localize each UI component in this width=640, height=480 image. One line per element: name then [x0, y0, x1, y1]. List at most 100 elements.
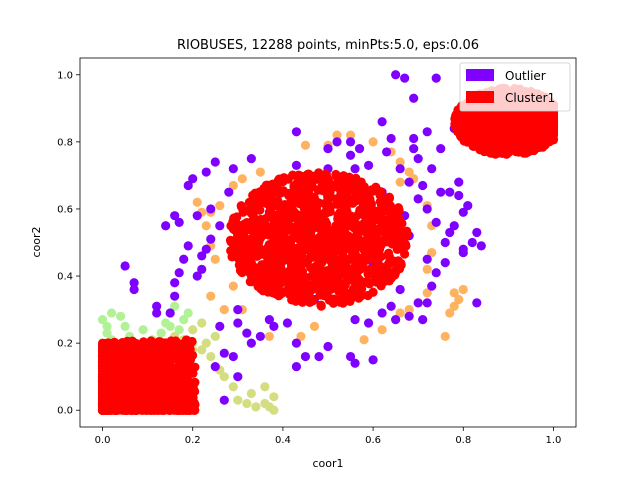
- cluster1-point: [315, 217, 325, 227]
- cluster1-point: [359, 197, 369, 207]
- cluster1-point: [331, 169, 341, 180]
- outlier-point: [377, 117, 387, 127]
- cluster1-point: [324, 276, 335, 286]
- points-layer: [97, 70, 559, 415]
- cluster1-point: [119, 348, 129, 358]
- cluster1-point: [265, 260, 275, 271]
- cluster1-point: [507, 120, 517, 131]
- cluster-point: [269, 405, 279, 415]
- cluster-point: [179, 315, 189, 325]
- cluster1-point: [494, 130, 505, 141]
- cluster1-point: [313, 267, 323, 277]
- outlier-point: [170, 211, 180, 221]
- cluster-point: [309, 321, 320, 331]
- cluster1-point: [369, 250, 379, 261]
- cluster-point: [201, 338, 211, 348]
- cluster-point: [427, 247, 437, 258]
- outlier-point: [201, 167, 211, 177]
- cluster1-point: [159, 359, 169, 369]
- cluster1-point: [401, 240, 411, 250]
- cluster-point: [106, 308, 117, 318]
- cluster1-point: [369, 265, 380, 275]
- cluster1-point: [106, 339, 116, 349]
- cluster1-point: [283, 174, 293, 184]
- cluster1-point: [259, 195, 269, 205]
- cluster1-point: [263, 222, 273, 232]
- x-tick-label: 0.0: [95, 435, 111, 446]
- cluster1-point: [547, 129, 557, 139]
- cluster-point: [183, 308, 193, 318]
- outlier-point: [129, 284, 139, 295]
- cluster1-point: [386, 273, 397, 283]
- y-tick-label: 0.2: [57, 339, 73, 350]
- cluster-point: [255, 167, 265, 177]
- outlier-point: [431, 268, 441, 278]
- cluster-point: [197, 345, 207, 355]
- cluster-point: [228, 180, 238, 191]
- cluster1-point: [377, 270, 387, 280]
- cluster1-point: [335, 208, 345, 218]
- outlier-point: [183, 180, 193, 191]
- cluster1-point: [377, 236, 387, 246]
- outlier-point: [183, 241, 193, 251]
- cluster1-point: [348, 198, 358, 208]
- outlier-point: [170, 278, 180, 288]
- outlier-point: [395, 164, 405, 174]
- outlier-point: [418, 180, 428, 191]
- cluster-point: [201, 221, 211, 231]
- legend-label-cluster1: Cluster1: [505, 91, 555, 105]
- cluster-point: [404, 167, 414, 177]
- cluster1-point: [289, 260, 299, 271]
- cluster1-point: [317, 181, 327, 192]
- cluster1-point: [479, 146, 489, 157]
- outlier-point: [413, 298, 423, 308]
- outlier-point: [409, 143, 419, 154]
- outlier-point: [413, 194, 423, 204]
- outlier-point: [350, 315, 360, 325]
- cluster-point: [422, 264, 432, 274]
- cluster1-point: [314, 168, 324, 178]
- cluster1-point: [355, 275, 365, 286]
- cluster1-point: [158, 405, 168, 415]
- outlier-point: [345, 150, 356, 160]
- cluster1-point: [98, 393, 108, 404]
- outlier-point: [300, 351, 311, 362]
- cluster1-point: [526, 118, 536, 128]
- cluster1-point: [227, 252, 237, 262]
- cluster1-point: [346, 288, 357, 299]
- cluster1-point: [336, 294, 346, 304]
- cluster1-point: [250, 196, 260, 206]
- cluster1-point: [277, 256, 287, 267]
- cluster1-point: [351, 173, 361, 183]
- cluster1-point: [234, 223, 244, 233]
- x-tick-label: 0.4: [275, 435, 291, 446]
- outlier-point: [449, 221, 459, 231]
- cluster1-point: [273, 279, 284, 289]
- cluster1-point: [299, 203, 309, 213]
- y-tick-label: 1.0: [57, 70, 73, 81]
- outlier-point: [215, 321, 225, 331]
- cluster1-point: [295, 246, 305, 256]
- cluster1-point: [363, 290, 373, 301]
- cluster-point: [395, 177, 405, 187]
- outlier-point: [458, 207, 468, 217]
- outlier-point: [440, 258, 450, 268]
- x-tick-label: 0.6: [365, 435, 381, 446]
- cluster-point: [269, 392, 279, 402]
- cluster1-point: [297, 294, 307, 304]
- cluster1-point: [258, 228, 268, 238]
- outlier-point: [386, 133, 396, 144]
- cluster1-point: [343, 269, 354, 279]
- outlier-point: [188, 174, 198, 184]
- outlier-point: [463, 201, 473, 211]
- outlier-point: [323, 143, 333, 154]
- outlier-point: [368, 355, 378, 365]
- outlier-point: [332, 137, 342, 147]
- cluster1-point: [336, 183, 346, 193]
- x-tick-label: 0.2: [185, 435, 201, 446]
- cluster1-point: [281, 223, 292, 233]
- cluster1-point: [169, 364, 180, 374]
- cluster1-point: [148, 402, 158, 412]
- y-axis-label: coor2: [30, 226, 43, 257]
- cluster1-point: [528, 109, 539, 120]
